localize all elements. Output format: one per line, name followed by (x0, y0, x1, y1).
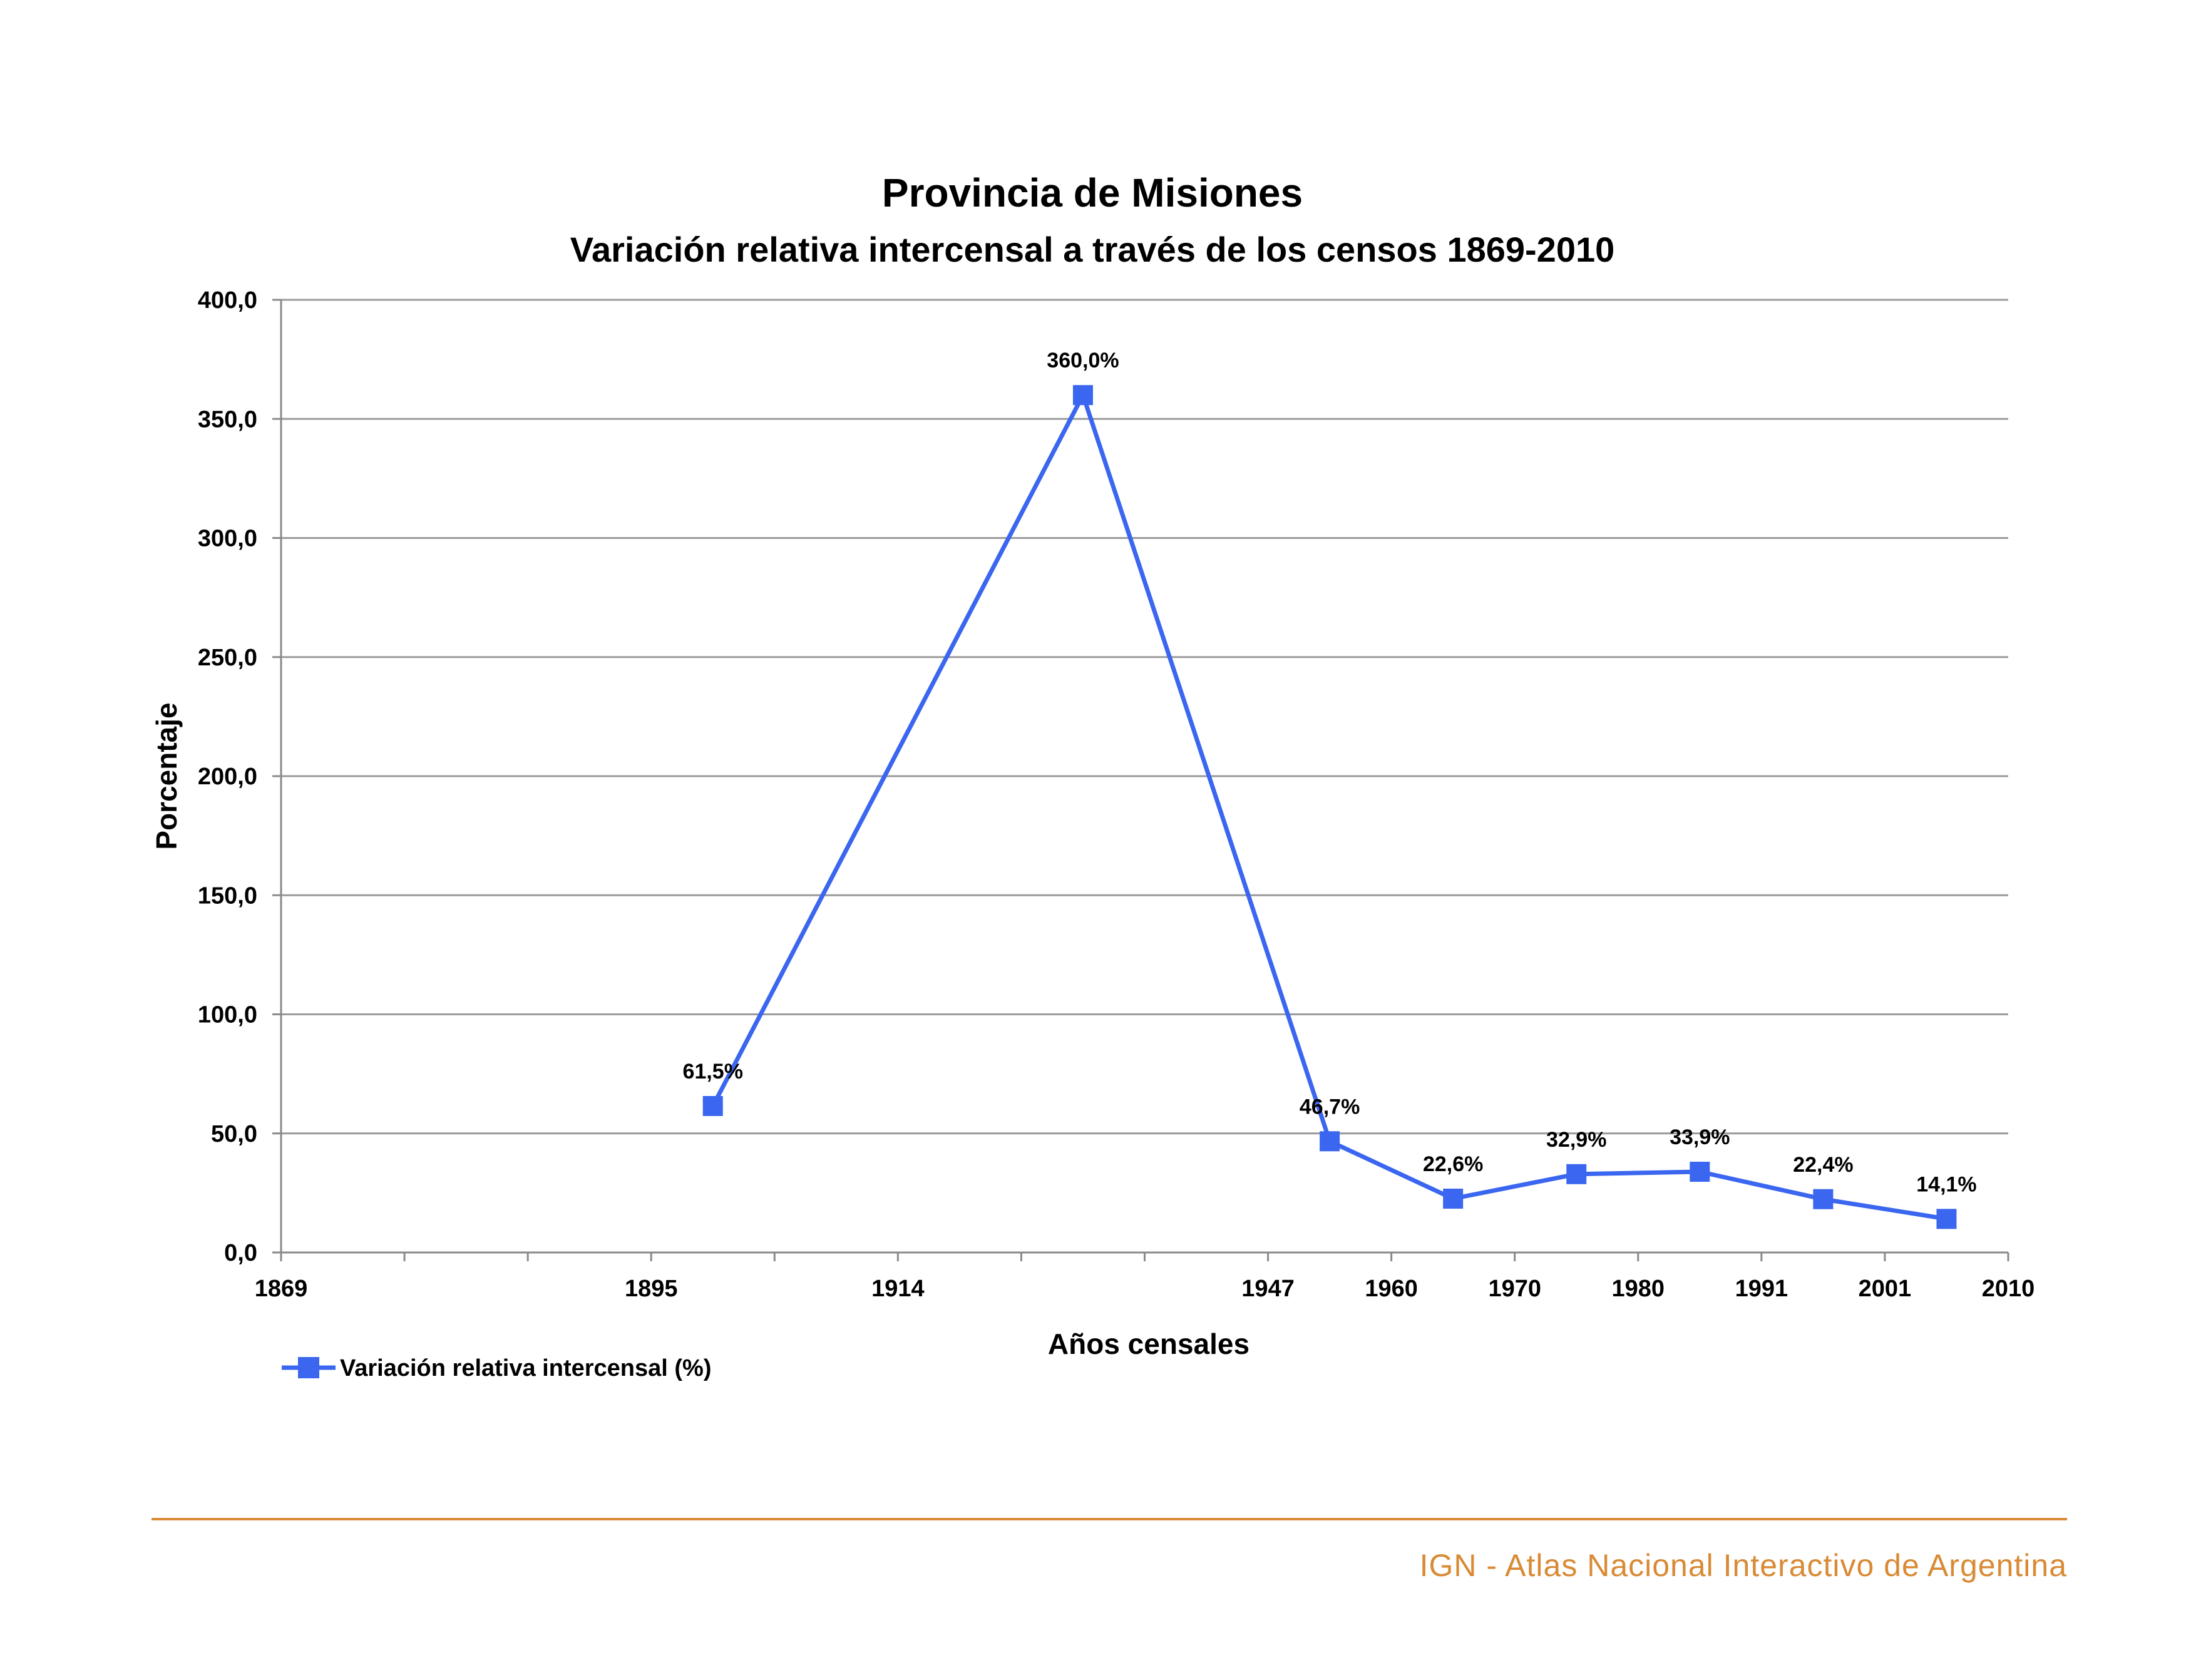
y-tick-label: 150,0 (198, 883, 257, 909)
legend-label: Variación relativa intercensal (%) (340, 1355, 712, 1381)
data-point-marker (1443, 1189, 1464, 1209)
y-axis-title: Porcentaje (150, 702, 183, 849)
legend-square-marker (298, 1357, 319, 1378)
x-tick-label: 1914 (871, 1276, 925, 1302)
data-point-marker (1566, 1164, 1587, 1184)
axes (272, 299, 2009, 1261)
series-line (711, 392, 1947, 1221)
data-label: 22,6% (1423, 1152, 1483, 1176)
y-tick-labels: 0,0 50,0 100,0 150,0 200,0 250,0 300,0 350,0 400… (198, 287, 257, 1266)
x-tick-labels: 1869 1895 1914 1947 1960 1970 1980 1991 2001 2010 (255, 1276, 2035, 1302)
x-tick-label: 1947 (1241, 1276, 1295, 1302)
data-label: 22,4% (1793, 1153, 1853, 1177)
y-tick-label: 400,0 (198, 287, 257, 314)
data-point-marker (1813, 1189, 1834, 1209)
data-label: 32,9% (1546, 1128, 1606, 1152)
x-tick-label: 2001 (1859, 1276, 1912, 1302)
x-tick-label: 1895 (625, 1276, 678, 1302)
series-variacion (702, 385, 1957, 1229)
y-tick-label: 350,0 (198, 406, 257, 433)
chart-subtitle: Variación relativa intercensal a través … (570, 230, 1615, 269)
x-tick-label: 2010 (1982, 1276, 2035, 1302)
y-tick-label: 200,0 (198, 764, 257, 790)
x-axis-title: Años censales (1048, 1328, 1249, 1360)
data-point-marker (1936, 1209, 1957, 1229)
footer-credit: IGN - Atlas Nacional Interactivo de Arge… (1420, 1548, 2067, 1583)
data-point-marker (1690, 1162, 1710, 1182)
y-tick-label: 0,0 (224, 1240, 257, 1266)
data-point-marker (702, 1095, 723, 1116)
data-label: 33,9% (1670, 1125, 1730, 1149)
data-label: 360,0% (1047, 349, 1119, 372)
x-tick-label: 1869 (255, 1276, 308, 1302)
gridlines (281, 299, 2008, 1135)
data-label: 14,1% (1916, 1172, 1976, 1196)
x-tick-label: 1960 (1365, 1276, 1418, 1302)
data-labels: 61,5% 360,0% 46,7% 22,6% 32,9% 33,9% 22,4% 14,1… (683, 349, 1977, 1196)
data-point-marker (1072, 385, 1093, 406)
chart-title: Provincia de Misiones (882, 170, 1303, 215)
data-point-marker (1320, 1131, 1340, 1152)
x-tick-label: 1970 (1488, 1276, 1541, 1302)
x-tick-label: 1980 (1612, 1276, 1665, 1302)
y-tick-label: 50,0 (211, 1121, 257, 1147)
y-tick-label: 100,0 (198, 1002, 257, 1028)
y-tick-label: 300,0 (198, 526, 257, 552)
data-label: 46,7% (1300, 1095, 1360, 1119)
x-tick-label: 1991 (1735, 1276, 1788, 1302)
data-label: 61,5% (683, 1060, 743, 1083)
y-tick-label: 250,0 (198, 645, 257, 671)
legend: Variación relativa intercensal (%) (282, 1355, 712, 1381)
